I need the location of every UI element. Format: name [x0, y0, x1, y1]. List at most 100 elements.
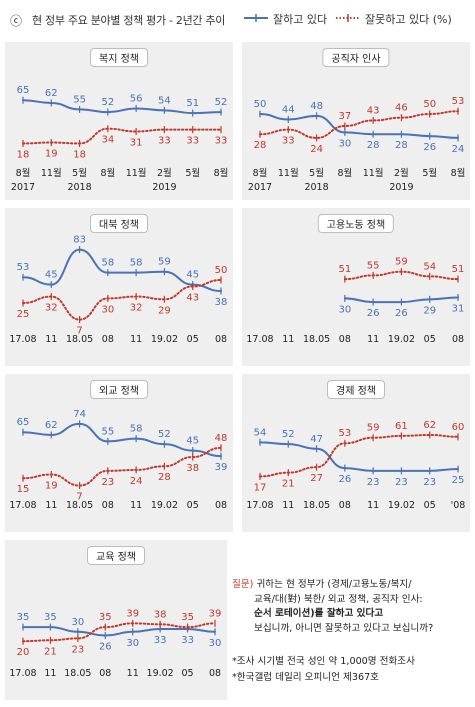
- data-label: 21: [44, 646, 57, 657]
- data-label: 53: [338, 428, 351, 439]
- data-label: 60: [452, 422, 465, 433]
- x-tick-label: 2019: [389, 182, 413, 193]
- data-label: 29: [423, 305, 436, 316]
- x-tick-label: 08: [102, 334, 114, 345]
- x-tick-label: 19.02: [151, 334, 178, 345]
- data-label: 31: [452, 303, 465, 314]
- footnote-source: *한국갤럽 데일리 오피니언 제367호: [232, 672, 379, 683]
- data-label: 45: [186, 436, 199, 447]
- data-label: 23: [71, 644, 84, 655]
- chart-north-korea: 53 45 83 58 58 59 45 38 25 32 7 30 32 29 43 50 17.08 11 18…: [9, 235, 228, 345]
- x-tick-label: 5월: [422, 167, 437, 179]
- panel-title-economy: 경제 정책: [327, 380, 385, 399]
- x-tick-label: 8월: [253, 167, 268, 179]
- data-label: 55: [367, 260, 380, 271]
- data-label: 30: [71, 617, 84, 628]
- x-tick-label: 19.02: [388, 334, 415, 345]
- question-line-3: 순서 로테이션)를 잘하고 있다고: [254, 608, 384, 619]
- data-label: 38: [186, 463, 199, 474]
- x-tick-label: 2018: [304, 182, 328, 193]
- x-tick-label: 11월: [363, 167, 384, 179]
- x-tick-label: 17.08: [9, 500, 36, 511]
- legend-bad-label: 잘못하고 있다 (%): [365, 13, 452, 26]
- x-tick-label: 17.08: [9, 334, 36, 345]
- x-tick-label: 8월: [337, 167, 352, 179]
- data-label: 33: [181, 635, 194, 646]
- data-label: 7: [76, 326, 82, 337]
- data-label: 56: [130, 93, 143, 104]
- x-tick-label: 11: [130, 500, 142, 511]
- x-tick-label: 19.02: [147, 668, 174, 679]
- question-line-2: 교육/대(對) 북한/ 외교 정책, 공직자 인사:: [254, 593, 423, 605]
- panel-north-korea: 대북 정책 53 45 83 58 58 59 45 38 25 32 7 30 32 29 43 50 17.…: [5, 208, 233, 366]
- data-label: 65: [17, 85, 30, 96]
- data-label: 28: [254, 140, 267, 151]
- series-line-bad: [259, 110, 459, 139]
- data-label: 55: [73, 94, 86, 105]
- data-label: 58: [130, 258, 143, 269]
- x-tick-label: 17.08: [246, 500, 273, 511]
- x-tick-label: 11: [367, 334, 379, 345]
- data-label: 38: [154, 609, 167, 620]
- data-label: 55: [101, 426, 114, 437]
- data-label: 74: [73, 409, 86, 420]
- data-label: 26: [367, 308, 380, 319]
- x-tick-label: 17.08: [246, 334, 273, 345]
- x-tick-label: 05: [424, 334, 436, 345]
- x-tick-label: 18.05: [66, 500, 93, 511]
- data-label: 34: [101, 135, 114, 146]
- data-label: 21: [282, 479, 295, 490]
- data-label: 59: [158, 257, 171, 268]
- data-label: 28: [158, 472, 171, 483]
- panel-employment: 고용노동 정책 30 26 26 29 31 51 55 59 54 51 17.08 11 18.05…: [242, 208, 470, 366]
- panel-economy: 경제 정책 54 52 47 26 23 23 23 25 17 21 27 53 59 61 62 60 17…: [242, 374, 470, 532]
- page-title: 현 정부 주요 분야별 정책 평가 - 2년간 추이: [32, 14, 226, 27]
- panel-welfare: 복지 정책 65 62 55 52 56 54 51 52 18 19 18 34 31 33 33 33 8월…: [5, 42, 233, 200]
- x-tick-label: 11: [45, 334, 57, 345]
- data-label: 35: [44, 612, 57, 623]
- series-line-good: [259, 113, 459, 139]
- data-label: 30: [338, 304, 351, 315]
- series-line-good: [22, 626, 216, 637]
- chart-diplomacy: 65 62 74 55 58 52 45 39 15 19 7 23 24 28 38 48 17.08 11 18…: [9, 409, 228, 511]
- data-label: 23: [367, 477, 380, 488]
- panel-title-education: 교육 정책: [87, 546, 145, 565]
- series-line-good: [22, 248, 222, 293]
- chart-economy: 54 52 47 26 23 23 23 25 17 21 27 53 59 61 62 60 17.08 11 1…: [246, 420, 465, 511]
- x-tick-label: 08: [102, 500, 114, 511]
- data-label: 52: [158, 429, 171, 440]
- data-label: 26: [395, 308, 408, 319]
- data-label: 48: [215, 433, 228, 444]
- x-tick-label: 8월: [16, 167, 31, 179]
- x-tick-label: 18.05: [303, 334, 330, 345]
- x-tick-label: 2017: [248, 182, 272, 193]
- data-label: 25: [17, 309, 30, 320]
- data-label: 50: [423, 99, 436, 110]
- data-label: 7: [76, 492, 82, 503]
- data-label: 30: [338, 138, 351, 149]
- data-label: 15: [17, 484, 30, 495]
- panel-education: 교육 정책 35 35 30 26 30 33 33 30 20 21 23 35 39 38 35 39 17…: [5, 540, 227, 700]
- data-label: 33: [154, 635, 167, 646]
- data-label: 32: [45, 303, 58, 314]
- data-label: 50: [215, 265, 228, 276]
- data-label: 18: [17, 149, 30, 160]
- data-label: 19: [45, 149, 58, 160]
- data-label: 20: [17, 647, 30, 658]
- x-tick-label: 08: [339, 334, 351, 345]
- data-label: 53: [17, 262, 30, 273]
- data-label: 24: [452, 144, 465, 155]
- x-tick-label: 5월: [185, 167, 200, 179]
- data-label: 58: [101, 258, 114, 269]
- data-label: 61: [395, 421, 408, 432]
- data-label: 47: [310, 434, 323, 445]
- footnote-survey: *조사 시기별 전국 성인 약 1,000명 전화조사: [232, 656, 415, 667]
- panel-title-personnel: 공직자 인사: [322, 48, 390, 67]
- data-label: 19: [45, 481, 58, 492]
- panel-diplomacy: 외교 정책 65 62 74 55 58 52 45 39 15 19 7 23 24 28 38 48 17.…: [5, 374, 233, 532]
- x-tick-label: 08: [215, 500, 227, 511]
- data-label: 45: [45, 270, 58, 281]
- data-label: 33: [158, 136, 171, 147]
- data-label: 62: [423, 420, 436, 431]
- x-tick-label: 11: [367, 500, 379, 511]
